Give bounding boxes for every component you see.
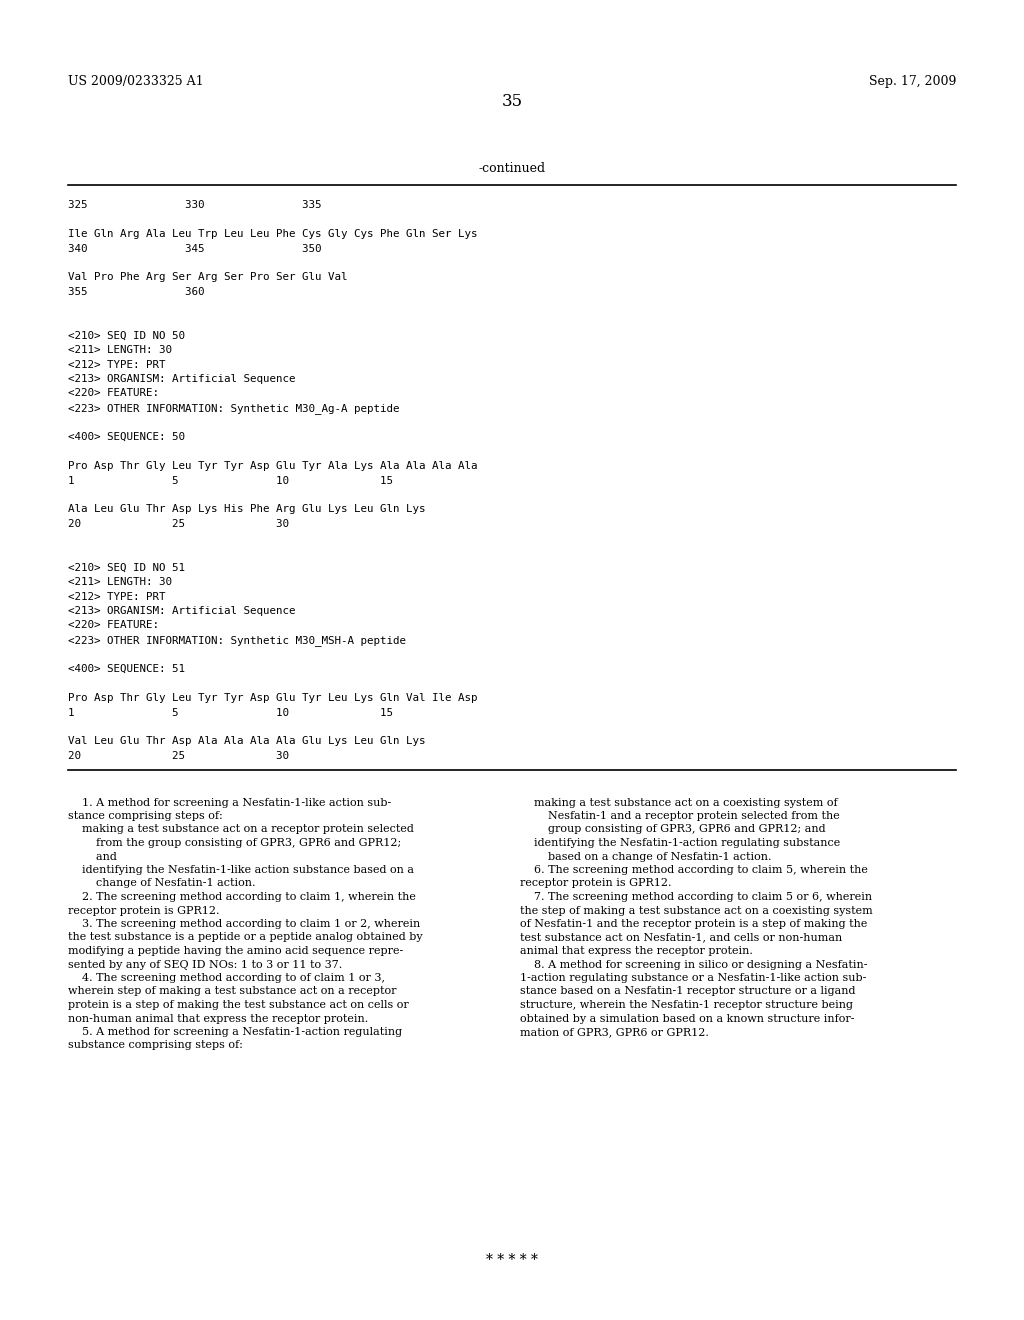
Text: 325               330               335: 325 330 335 xyxy=(68,201,322,210)
Text: and: and xyxy=(68,851,117,862)
Text: stance based on a Nesfatin-1 receptor structure or a ligand: stance based on a Nesfatin-1 receptor st… xyxy=(520,986,855,997)
Text: <400> SEQUENCE: 50: <400> SEQUENCE: 50 xyxy=(68,432,185,442)
Text: mation of GPR3, GPR6 or GPR12.: mation of GPR3, GPR6 or GPR12. xyxy=(520,1027,709,1038)
Text: 340               345               350: 340 345 350 xyxy=(68,243,322,253)
Text: the step of making a test substance act on a coexisting system: the step of making a test substance act … xyxy=(520,906,872,916)
Text: <213> ORGANISM: Artificial Sequence: <213> ORGANISM: Artificial Sequence xyxy=(68,606,296,616)
Text: modifying a peptide having the amino acid sequence repre-: modifying a peptide having the amino aci… xyxy=(68,946,403,956)
Text: 1               5               10              15: 1 5 10 15 xyxy=(68,475,393,486)
Text: based on a change of Nesfatin-1 action.: based on a change of Nesfatin-1 action. xyxy=(520,851,771,862)
Text: Val Pro Phe Arg Ser Arg Ser Pro Ser Glu Val: Val Pro Phe Arg Ser Arg Ser Pro Ser Glu … xyxy=(68,272,347,282)
Text: Val Leu Glu Thr Asp Ala Ala Ala Ala Glu Lys Leu Gln Lys: Val Leu Glu Thr Asp Ala Ala Ala Ala Glu … xyxy=(68,737,426,747)
Text: wherein step of making a test substance act on a receptor: wherein step of making a test substance … xyxy=(68,986,396,997)
Text: <220> FEATURE:: <220> FEATURE: xyxy=(68,620,159,631)
Text: identifying the Nesfatin-1-action regulating substance: identifying the Nesfatin-1-action regula… xyxy=(520,838,841,847)
Text: 35: 35 xyxy=(502,94,522,111)
Text: making a test substance act on a receptor protein selected: making a test substance act on a recepto… xyxy=(68,825,414,834)
Text: group consisting of GPR3, GPR6 and GPR12; and: group consisting of GPR3, GPR6 and GPR12… xyxy=(520,825,825,834)
Text: of Nesfatin-1 and the receptor protein is a step of making the: of Nesfatin-1 and the receptor protein i… xyxy=(520,919,867,929)
Text: animal that express the receptor protein.: animal that express the receptor protein… xyxy=(520,946,753,956)
Text: stance comprising steps of:: stance comprising steps of: xyxy=(68,810,223,821)
Text: structure, wherein the Nesfatin-1 receptor structure being: structure, wherein the Nesfatin-1 recept… xyxy=(520,1001,853,1010)
Text: <210> SEQ ID NO 50: <210> SEQ ID NO 50 xyxy=(68,330,185,341)
Text: 1. A method for screening a Nesfatin-1-like action sub-: 1. A method for screening a Nesfatin-1-l… xyxy=(68,797,391,808)
Text: Sep. 17, 2009: Sep. 17, 2009 xyxy=(868,75,956,88)
Text: -continued: -continued xyxy=(478,161,546,174)
Text: 20              25              30: 20 25 30 xyxy=(68,519,289,529)
Text: 7. The screening method according to claim 5 or 6, wherein: 7. The screening method according to cla… xyxy=(520,892,872,902)
Text: 1               5               10              15: 1 5 10 15 xyxy=(68,708,393,718)
Text: 355               360: 355 360 xyxy=(68,286,205,297)
Text: <400> SEQUENCE: 51: <400> SEQUENCE: 51 xyxy=(68,664,185,675)
Text: substance comprising steps of:: substance comprising steps of: xyxy=(68,1040,243,1051)
Text: 6. The screening method according to claim 5, wherein the: 6. The screening method according to cla… xyxy=(520,865,868,875)
Text: <211> LENGTH: 30: <211> LENGTH: 30 xyxy=(68,345,172,355)
Text: Pro Asp Thr Gly Leu Tyr Tyr Asp Glu Tyr Leu Lys Gln Val Ile Asp: Pro Asp Thr Gly Leu Tyr Tyr Asp Glu Tyr … xyxy=(68,693,477,704)
Text: 8. A method for screening in silico or designing a Nesfatin-: 8. A method for screening in silico or d… xyxy=(520,960,867,969)
Text: Nesfatin-1 and a receptor protein selected from the: Nesfatin-1 and a receptor protein select… xyxy=(520,810,840,821)
Text: <211> LENGTH: 30: <211> LENGTH: 30 xyxy=(68,577,172,587)
Text: the test substance is a peptide or a peptide analog obtained by: the test substance is a peptide or a pep… xyxy=(68,932,423,942)
Text: 1-action regulating substance or a Nesfatin-1-like action sub-: 1-action regulating substance or a Nesfa… xyxy=(520,973,866,983)
Text: Pro Asp Thr Gly Leu Tyr Tyr Asp Glu Tyr Ala Lys Ala Ala Ala Ala: Pro Asp Thr Gly Leu Tyr Tyr Asp Glu Tyr … xyxy=(68,461,477,471)
Text: 2. The screening method according to claim 1, wherein the: 2. The screening method according to cla… xyxy=(68,892,416,902)
Text: protein is a step of making the test substance act on cells or: protein is a step of making the test sub… xyxy=(68,1001,409,1010)
Text: 20              25              30: 20 25 30 xyxy=(68,751,289,762)
Text: receptor protein is GPR12.: receptor protein is GPR12. xyxy=(68,906,219,916)
Text: sented by any of SEQ ID NOs: 1 to 3 or 11 to 37.: sented by any of SEQ ID NOs: 1 to 3 or 1… xyxy=(68,960,342,969)
Text: from the group consisting of GPR3, GPR6 and GPR12;: from the group consisting of GPR3, GPR6 … xyxy=(68,838,401,847)
Text: change of Nesfatin-1 action.: change of Nesfatin-1 action. xyxy=(68,879,256,888)
Text: making a test substance act on a coexisting system of: making a test substance act on a coexist… xyxy=(520,797,838,808)
Text: identifying the Nesfatin-1-like action substance based on a: identifying the Nesfatin-1-like action s… xyxy=(68,865,414,875)
Text: <212> TYPE: PRT: <212> TYPE: PRT xyxy=(68,359,166,370)
Text: receptor protein is GPR12.: receptor protein is GPR12. xyxy=(520,879,672,888)
Text: <223> OTHER INFORMATION: Synthetic M30_Ag-A peptide: <223> OTHER INFORMATION: Synthetic M30_A… xyxy=(68,403,399,414)
Text: <213> ORGANISM: Artificial Sequence: <213> ORGANISM: Artificial Sequence xyxy=(68,374,296,384)
Text: test substance act on Nesfatin-1, and cells or non-human: test substance act on Nesfatin-1, and ce… xyxy=(520,932,843,942)
Text: <210> SEQ ID NO 51: <210> SEQ ID NO 51 xyxy=(68,562,185,573)
Text: Ile Gln Arg Ala Leu Trp Leu Leu Phe Cys Gly Cys Phe Gln Ser Lys: Ile Gln Arg Ala Leu Trp Leu Leu Phe Cys … xyxy=(68,228,477,239)
Text: <212> TYPE: PRT: <212> TYPE: PRT xyxy=(68,591,166,602)
Text: <220> FEATURE:: <220> FEATURE: xyxy=(68,388,159,399)
Text: 5. A method for screening a Nesfatin-1-action regulating: 5. A method for screening a Nesfatin-1-a… xyxy=(68,1027,402,1038)
Text: obtained by a simulation based on a known structure infor-: obtained by a simulation based on a know… xyxy=(520,1014,854,1023)
Text: <223> OTHER INFORMATION: Synthetic M30_MSH-A peptide: <223> OTHER INFORMATION: Synthetic M30_M… xyxy=(68,635,406,645)
Text: US 2009/0233325 A1: US 2009/0233325 A1 xyxy=(68,75,204,88)
Text: 3. The screening method according to claim 1 or 2, wherein: 3. The screening method according to cla… xyxy=(68,919,420,929)
Text: non-human animal that express the receptor protein.: non-human animal that express the recept… xyxy=(68,1014,369,1023)
Text: 4. The screening method according to of claim 1 or 3,: 4. The screening method according to of … xyxy=(68,973,385,983)
Text: Ala Leu Glu Thr Asp Lys His Phe Arg Glu Lys Leu Gln Lys: Ala Leu Glu Thr Asp Lys His Phe Arg Glu … xyxy=(68,504,426,515)
Text: * * * * *: * * * * * xyxy=(486,1253,538,1267)
